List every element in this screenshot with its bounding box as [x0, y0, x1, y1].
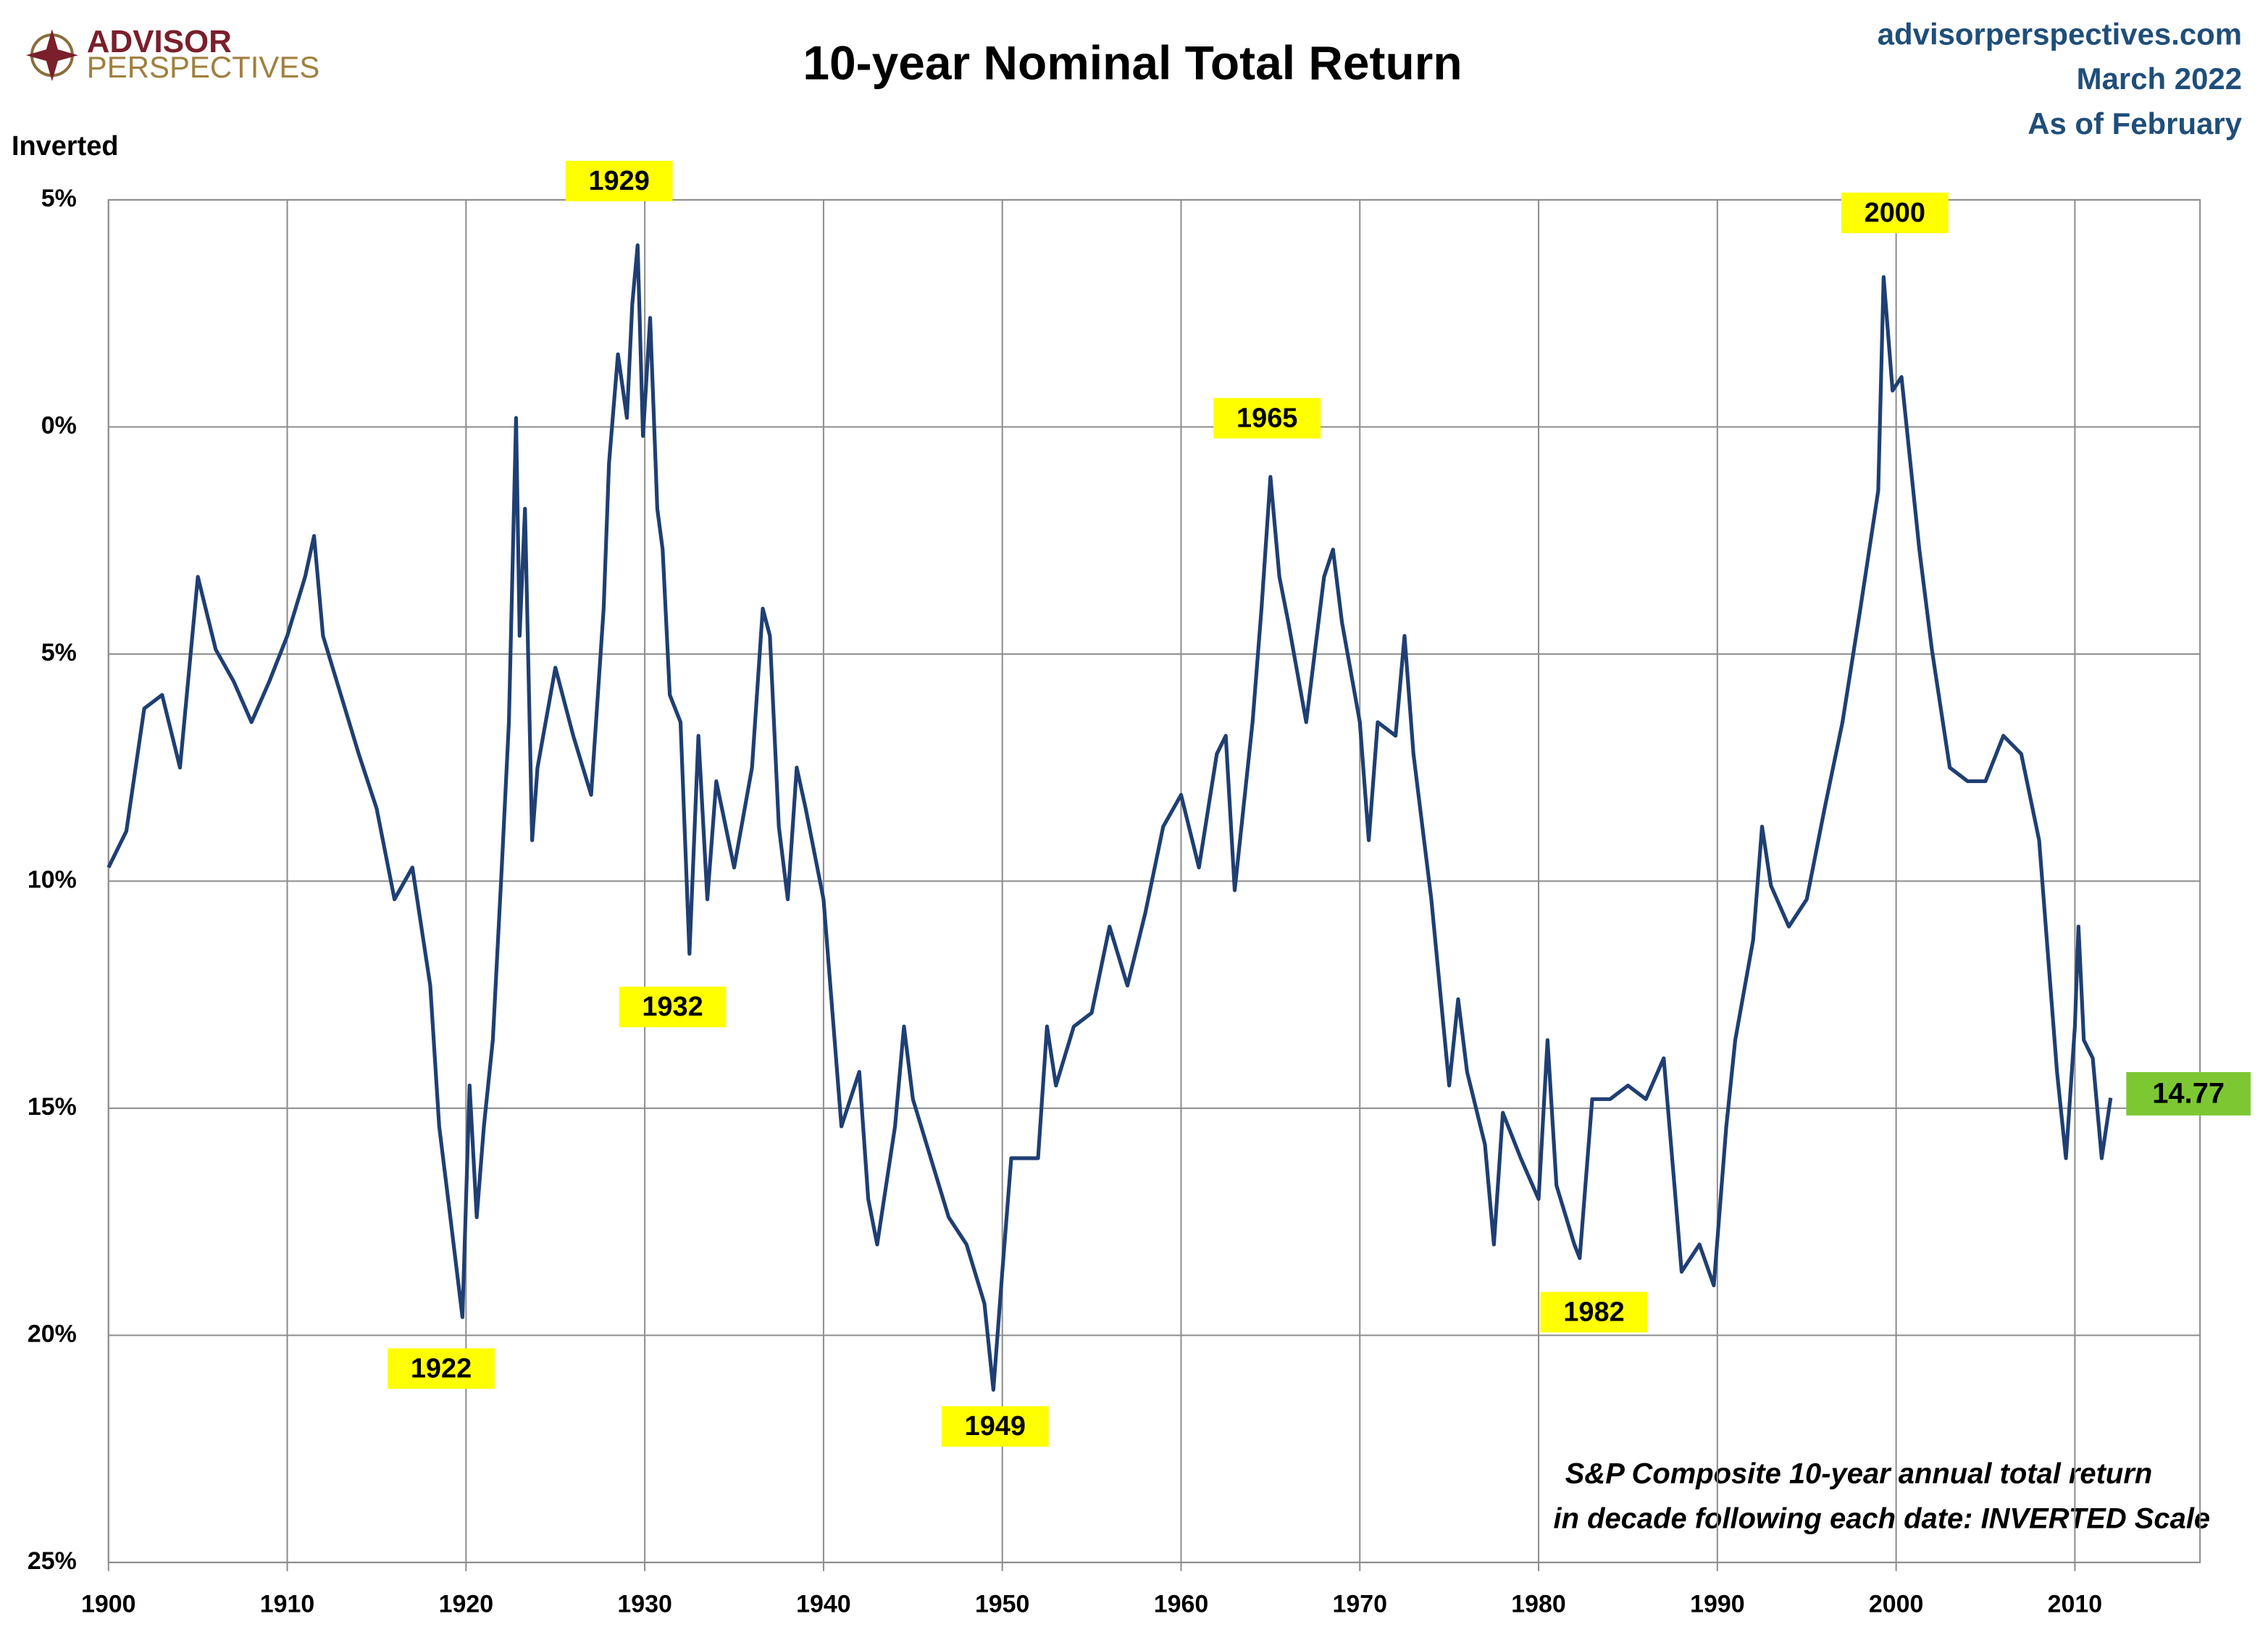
- source-text: March 2022: [2077, 62, 2242, 96]
- x-tick-label: 1910: [260, 1591, 315, 1618]
- annotation-box: [1213, 398, 1321, 439]
- annotation: 1929: [588, 166, 649, 196]
- annotation: 2000: [1865, 198, 1925, 228]
- annotation-box: [388, 1348, 495, 1389]
- y-tick-label: 5%: [41, 185, 77, 212]
- annotation-box: [565, 160, 673, 201]
- annotation-box: [1540, 1292, 1648, 1333]
- source-text: advisorperspectives.com: [1878, 17, 2242, 51]
- annotation-box: [619, 987, 727, 1028]
- y-tick-label: 20%: [28, 1320, 77, 1347]
- x-tick-label: 1900: [81, 1591, 136, 1618]
- annotation-box: [941, 1406, 1049, 1447]
- y-tick-label: 0%: [41, 411, 77, 439]
- footnote: in decade following each date: INVERTED …: [1554, 1503, 2211, 1535]
- last-value-label: 14.77: [2152, 1077, 2225, 1109]
- y-tick-label: 15%: [28, 1093, 77, 1121]
- x-tick-label: 1980: [1511, 1591, 1566, 1618]
- x-tick-label: 1920: [439, 1591, 494, 1618]
- y-tick-label: 25%: [28, 1547, 77, 1575]
- annotation: 1932: [642, 992, 703, 1022]
- x-tick-label: 1950: [975, 1591, 1030, 1618]
- x-tick-label: 1970: [1333, 1591, 1388, 1618]
- footnote: S&P Composite 10-year annual total retur…: [1565, 1458, 2152, 1490]
- x-tick-label: 1930: [617, 1591, 671, 1618]
- annotation: 1965: [1236, 403, 1297, 433]
- x-tick-label: 1960: [1154, 1591, 1209, 1618]
- last-value-box: [2126, 1071, 2251, 1116]
- y-tick-label: 5%: [41, 639, 77, 666]
- logo-text: PERSPECTIVES: [87, 50, 320, 84]
- annotation: 1949: [965, 1411, 1026, 1442]
- logo-text: ADVISOR: [87, 24, 232, 59]
- annotation: 1922: [411, 1353, 472, 1384]
- data-line: [106, 243, 2113, 1392]
- y-axis-note: Inverted: [12, 131, 119, 162]
- x-tick-label: 1940: [796, 1591, 851, 1618]
- x-tick-label: 2000: [1869, 1591, 1924, 1618]
- logo-star: [25, 29, 78, 82]
- y-tick-label: 10%: [28, 866, 77, 893]
- x-tick-label: 2010: [2048, 1591, 2103, 1618]
- logo: ADVISOR PERSPECTIVES: [25, 24, 320, 84]
- plot-frame: [107, 198, 2201, 1563]
- chart-title: 10-year Nominal Total Return: [803, 36, 1462, 90]
- annotation-box: [1841, 192, 1949, 233]
- x-tick-label: 1990: [1690, 1591, 1745, 1618]
- source-text: As of February: [2028, 106, 2243, 141]
- annotation: 1982: [1563, 1297, 1624, 1327]
